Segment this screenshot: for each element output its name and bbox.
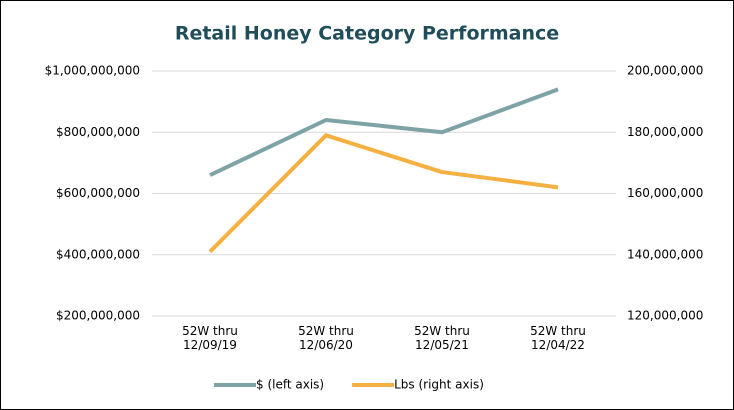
series-line	[209, 87, 559, 177]
x-tick-label: 52W thru 12/09/19	[182, 324, 238, 352]
y2-tick-label: 180,000,000	[627, 125, 703, 139]
y2-tick-label: 160,000,000	[627, 186, 703, 200]
y-tick-label: $800,000,000	[56, 125, 140, 139]
legend-label: Lbs (right axis)	[394, 378, 484, 392]
x-tick-label: 52W thru 12/04/22	[530, 324, 586, 352]
y2-tick-label: 200,000,000	[627, 64, 703, 78]
y-tick-label: $1,000,000,000	[45, 64, 140, 78]
legend-label: $ (left axis)	[256, 378, 324, 392]
series-line	[208, 133, 559, 254]
y2-tick-label: 140,000,000	[627, 247, 703, 261]
y2-tick-label: 120,000,000	[627, 309, 703, 323]
y-tick-label: $400,000,000	[56, 247, 140, 261]
y-tick-label: $600,000,000	[56, 186, 140, 200]
x-tick-label: 52W thru 12/06/20	[298, 324, 354, 352]
y-tick-label: $200,000,000	[56, 309, 140, 323]
x-tick-label: 52W thru 12/05/21	[414, 324, 470, 352]
chart-title: Retail Honey Category Performance	[175, 23, 559, 45]
